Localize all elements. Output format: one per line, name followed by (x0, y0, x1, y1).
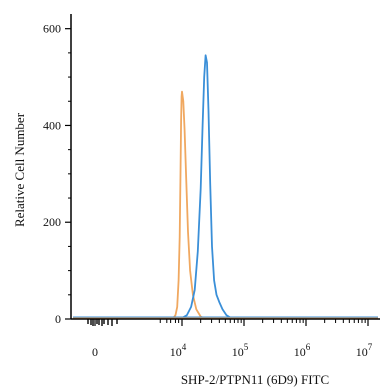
x-axis-title: SHP-2/PTPN11 (6D9) FITC (181, 372, 329, 387)
y-tick-label: 0 (55, 312, 61, 326)
y-axis-title: Relative Cell Number (12, 112, 27, 227)
x-tick-label: 105 (232, 342, 249, 359)
y-tick-label: 200 (43, 215, 61, 229)
x-tick-label: 0 (92, 345, 98, 359)
x-tick-label: 106 (294, 342, 311, 359)
x-tick-label: 104 (170, 342, 187, 359)
y-tick-label: 600 (43, 22, 61, 36)
y-tick-label: 400 (43, 118, 61, 132)
histogram-series-2 (179, 54, 239, 320)
x-tick-label: 107 (356, 342, 373, 359)
